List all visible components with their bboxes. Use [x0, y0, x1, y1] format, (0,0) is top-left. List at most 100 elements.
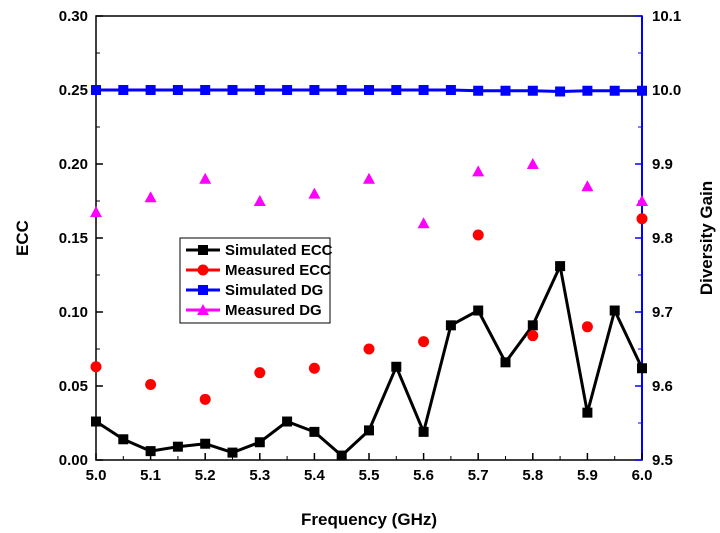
data-point-simulated-dg	[446, 85, 456, 95]
plot-frame	[96, 16, 642, 460]
data-point-simulated-dg	[146, 85, 156, 95]
data-point-simulated-dg	[228, 85, 238, 95]
data-point-measured-ecc	[200, 394, 211, 405]
data-point-simulated-ecc	[309, 427, 319, 437]
data-point-measured-ecc	[418, 336, 429, 347]
data-point-simulated-ecc	[582, 408, 592, 418]
legend-marker-simulated-ecc	[198, 245, 208, 255]
data-point-measured-ecc	[309, 363, 320, 374]
x-tick-label: 5.6	[413, 467, 434, 484]
data-point-measured-dg	[418, 217, 430, 228]
data-point-simulated-dg	[282, 85, 292, 95]
y-right-tick-label: 10.1	[652, 8, 681, 25]
y-left-tick-label: 0.30	[59, 8, 88, 25]
data-point-simulated-dg	[255, 85, 265, 95]
data-point-simulated-ecc	[637, 363, 647, 373]
y-left-tick-label: 0.15	[59, 230, 88, 247]
data-point-simulated-dg	[173, 85, 183, 95]
data-point-measured-dg	[636, 195, 648, 206]
legend-marker-measured-ecc	[198, 265, 209, 276]
legend-label-simulated-ecc: Simulated ECC	[225, 242, 333, 259]
y-right-tick-label: 10.0	[652, 82, 681, 99]
x-axis-title: Frequency (GHz)	[301, 510, 437, 529]
data-point-simulated-ecc	[419, 427, 429, 437]
legend-label-simulated-dg: Simulated DG	[225, 282, 323, 299]
y-left-tick-label: 0.25	[59, 82, 88, 99]
data-point-simulated-ecc	[118, 434, 128, 444]
data-point-simulated-dg	[582, 86, 592, 96]
data-point-simulated-dg	[391, 85, 401, 95]
data-point-measured-dg	[199, 173, 211, 184]
data-point-measured-dg	[90, 206, 102, 217]
data-point-measured-ecc	[254, 367, 265, 378]
data-point-measured-ecc	[91, 361, 102, 372]
x-tick-label: 5.5	[359, 467, 380, 484]
data-point-simulated-dg	[555, 86, 565, 96]
data-point-simulated-ecc	[610, 306, 620, 316]
data-point-measured-dg	[527, 158, 539, 169]
x-tick-label: 5.2	[195, 467, 216, 484]
data-point-measured-dg	[308, 188, 320, 199]
y-left-tick-label: 0.00	[59, 452, 88, 469]
data-point-simulated-dg	[364, 85, 374, 95]
data-point-measured-dg	[363, 173, 375, 184]
data-point-simulated-ecc	[337, 451, 347, 461]
data-point-simulated-ecc	[173, 442, 183, 452]
y-right-tick-label: 9.8	[652, 230, 673, 247]
data-point-simulated-ecc	[528, 320, 538, 330]
x-tick-label: 5.9	[577, 467, 598, 484]
data-point-simulated-ecc	[255, 437, 265, 447]
data-point-measured-ecc	[637, 213, 648, 224]
y-left-tick-label: 0.20	[59, 156, 88, 173]
data-point-simulated-dg	[118, 85, 128, 95]
legend: Simulated ECC Measured ECC Simulated DG …	[180, 238, 333, 323]
x-tick-label: 5.8	[522, 467, 543, 484]
data-point-simulated-dg	[528, 86, 538, 96]
data-point-simulated-dg	[91, 85, 101, 95]
x-tick-label: 5.3	[249, 467, 270, 484]
data-point-simulated-ecc	[391, 362, 401, 372]
data-point-measured-ecc	[527, 330, 538, 341]
data-point-measured-dg	[472, 165, 484, 176]
series-layer	[90, 85, 648, 461]
y-right-tick-label: 9.7	[652, 304, 673, 321]
data-point-simulated-dg	[337, 85, 347, 95]
y-right-tick-label: 9.5	[652, 452, 673, 469]
x-tick-label: 6.0	[632, 467, 653, 484]
y-right-tick-label: 9.6	[652, 378, 673, 395]
data-point-simulated-dg	[473, 86, 483, 96]
data-point-measured-ecc	[145, 379, 156, 390]
data-point-simulated-ecc	[228, 448, 238, 458]
y-left-tick-label: 0.05	[59, 378, 88, 395]
x-tick-label: 5.4	[304, 467, 326, 484]
data-point-measured-ecc	[364, 344, 375, 355]
y-axis-left-title: ECC	[13, 220, 32, 256]
data-point-simulated-ecc	[446, 320, 456, 330]
data-point-simulated-ecc	[91, 417, 101, 427]
y-left-tick-label: 0.10	[59, 304, 88, 321]
x-tick-label: 5.0	[86, 467, 107, 484]
data-point-simulated-ecc	[555, 261, 565, 271]
data-point-simulated-dg	[610, 86, 620, 96]
legend-marker-simulated-dg	[198, 285, 208, 295]
data-point-measured-dg	[581, 180, 593, 191]
data-point-simulated-ecc	[200, 439, 210, 449]
data-point-simulated-ecc	[146, 446, 156, 456]
data-point-simulated-ecc	[364, 425, 374, 435]
data-point-simulated-dg	[501, 86, 511, 96]
data-point-simulated-dg	[419, 85, 429, 95]
x-tick-label: 5.1	[140, 467, 161, 484]
legend-label-measured-dg: Measured DG	[225, 302, 322, 319]
data-point-measured-ecc	[473, 230, 484, 241]
data-point-simulated-dg	[637, 86, 647, 96]
y-right-tick-label: 9.9	[652, 156, 673, 173]
y-axis-right-title: Diversity Gain	[697, 181, 716, 295]
x-tick-label: 5.7	[468, 467, 489, 484]
data-point-measured-dg	[254, 195, 266, 206]
data-point-simulated-ecc	[501, 357, 511, 367]
data-point-simulated-dg	[200, 85, 210, 95]
data-point-simulated-dg	[309, 85, 319, 95]
data-point-simulated-ecc	[473, 306, 483, 316]
data-point-measured-dg	[145, 191, 157, 202]
